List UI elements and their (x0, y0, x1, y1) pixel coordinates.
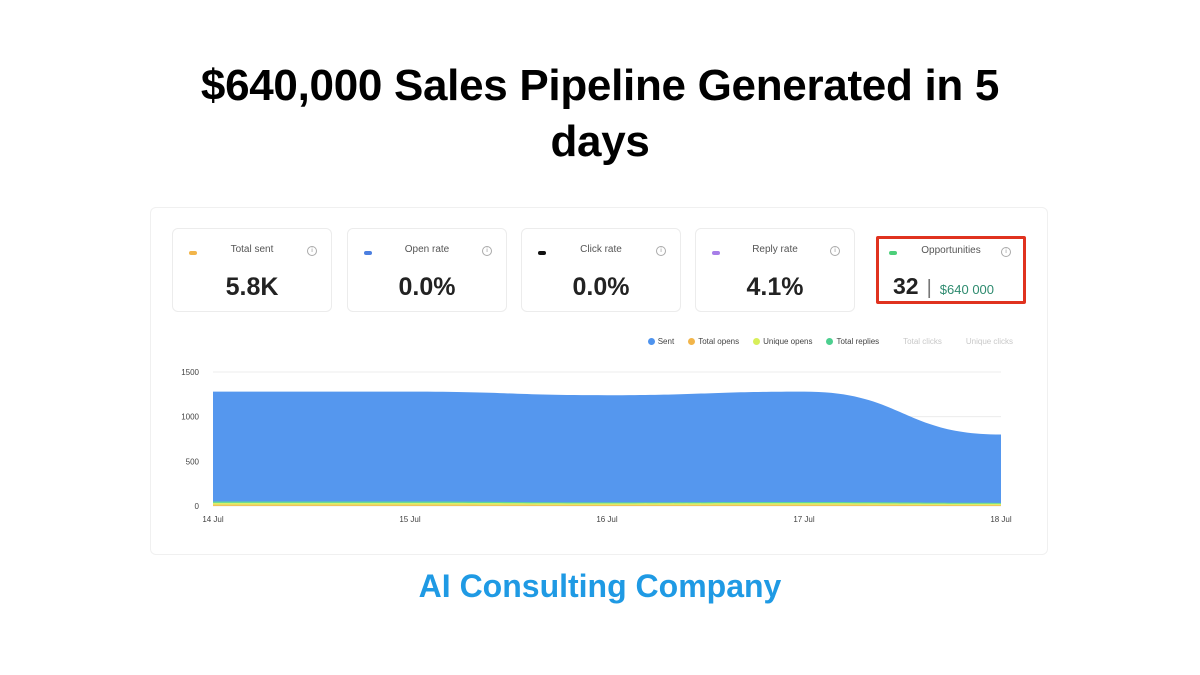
legend-label: Total opens (698, 337, 740, 346)
campaign-analytics-panel: Total sent i 5.8K Open rate i 0.0% Click… (150, 207, 1048, 555)
stat-label: Click rate (580, 244, 622, 255)
legend-swatch-icon (893, 338, 900, 345)
info-icon[interactable]: i (656, 246, 666, 256)
opportunities-value: 32 | $640 000 (893, 273, 1023, 300)
legend-label: Total clicks (903, 337, 942, 346)
area-series-total-opens[interactable] (213, 504, 1001, 506)
stat-label: Open rate (404, 244, 450, 255)
legend-item-total-clicks[interactable]: Total clicks (893, 337, 942, 346)
legend-item-sent[interactable]: Sent (647, 337, 675, 346)
legend-item-unique-opens[interactable]: Unique opens (753, 337, 812, 346)
stat-value: 4.1% (746, 273, 804, 301)
x-tick-label: 16 Jul (596, 515, 618, 524)
y-tick-label: 500 (186, 457, 200, 466)
legend-swatch-icon (826, 338, 834, 345)
company-caption: AI Consulting Company (418, 568, 782, 604)
chart-legend: Sent Total opens Unique opens Total replies… (647, 337, 1013, 346)
stat-label: Reply rate (752, 244, 798, 255)
info-icon[interactable]: i (830, 246, 840, 256)
sent-area-chart: 0 500 1000 1500 14 Jul 15 Jul 16 Jul 17 Jul 18 J… (181, 368, 1012, 524)
y-tick-label: 0 (195, 502, 200, 511)
legend-swatch-icon (753, 338, 761, 345)
info-icon[interactable]: i (307, 246, 317, 256)
stat-value: 5.8K (225, 273, 279, 301)
x-tick-label: 17 Jul (793, 515, 815, 524)
stat-card-open-rate[interactable]: Open rate i 0.0% (347, 228, 507, 312)
legend-item-total-replies[interactable]: Total replies (826, 337, 879, 346)
area-series-sent[interactable] (213, 391, 1001, 506)
y-tick-label: 1000 (181, 413, 199, 422)
x-tick-label: 18 Jul (990, 515, 1012, 524)
legend-label: Unique clicks (965, 337, 1013, 346)
x-tick-label: 14 Jul (202, 515, 224, 524)
open-rate-dot-icon (364, 251, 372, 255)
info-icon[interactable]: i (1001, 247, 1011, 257)
stat-card-opportunities[interactable]: Opportunities i 32 | $640 000 (876, 236, 1026, 304)
opportunities-dot-icon (889, 251, 897, 255)
opportunities-separator: | (926, 277, 932, 299)
info-icon[interactable]: i (482, 246, 492, 256)
stat-label: Total sent (230, 244, 274, 255)
stat-label: Opportunities (921, 245, 981, 256)
legend-swatch-icon (647, 338, 655, 345)
legend-swatch-icon (956, 338, 963, 345)
headline-line-1: $640,000 Sales Pipeline Generated in 5 (200, 61, 1000, 110)
legend-swatch-icon (688, 338, 696, 345)
legend-item-unique-clicks[interactable]: Unique clicks (956, 337, 1013, 346)
opportunities-count: 32 (893, 273, 919, 299)
legend-label: Sent (657, 337, 675, 346)
y-tick-label: 1500 (181, 368, 199, 377)
legend-label: Total replies (836, 337, 880, 346)
x-tick-label: 15 Jul (399, 515, 421, 524)
legend-label: Unique opens (763, 337, 813, 346)
headline-line-2: days (550, 117, 650, 166)
headline: $640,000 Sales Pipeline Generated in 5 d… (150, 58, 1050, 170)
stat-value: 0.0% (572, 273, 630, 301)
reply-rate-dot-icon (712, 251, 720, 255)
legend-item-total-opens[interactable]: Total opens (688, 337, 739, 346)
stat-card-reply-rate[interactable]: Reply rate i 4.1% (695, 228, 855, 312)
stat-card-total-sent[interactable]: Total sent i 5.8K (172, 228, 332, 312)
click-rate-dot-icon (538, 251, 546, 255)
stat-value: 0.0% (398, 273, 456, 301)
opportunities-amount: $640 000 (939, 282, 995, 297)
total-sent-dot-icon (189, 251, 197, 255)
stat-card-click-rate[interactable]: Click rate i 0.0% (521, 228, 681, 312)
